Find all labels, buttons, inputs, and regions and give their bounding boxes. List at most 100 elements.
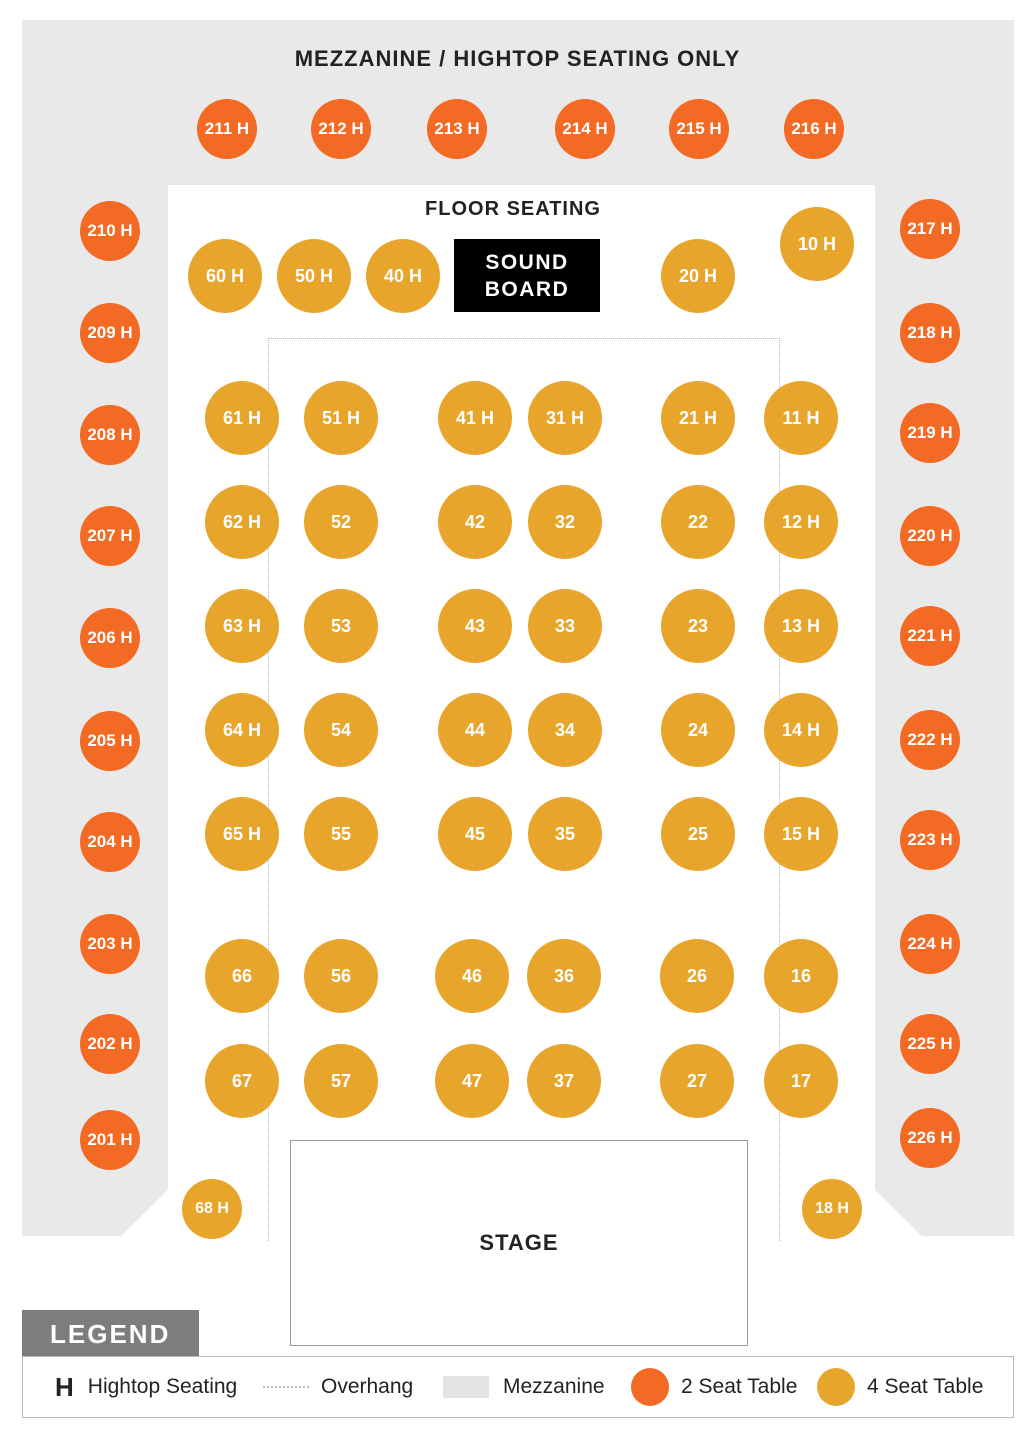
hightop-label: Hightop Seating — [87, 1375, 238, 1398]
table-221[interactable]: 221 H — [900, 606, 960, 666]
two-seat-label: 2 Seat Table — [681, 1375, 798, 1398]
table-31[interactable]: 31 H — [528, 381, 602, 455]
table-24[interactable]: 24 — [661, 693, 735, 767]
table-206[interactable]: 206 H — [80, 608, 140, 668]
table-41[interactable]: 41 H — [438, 381, 512, 455]
table-21[interactable]: 21 H — [661, 381, 735, 455]
table-61[interactable]: 61 H — [205, 381, 279, 455]
table-220[interactable]: 220 H — [900, 506, 960, 566]
table-20[interactable]: 20 H — [661, 239, 735, 313]
table-55[interactable]: 55 — [304, 797, 378, 871]
table-218[interactable]: 218 H — [900, 303, 960, 363]
table-202[interactable]: 202 H — [80, 1014, 140, 1074]
right-corner — [875, 1190, 923, 1237]
table-63[interactable]: 63 H — [205, 589, 279, 663]
table-67[interactable]: 67 — [205, 1044, 279, 1118]
table-33[interactable]: 33 — [528, 589, 602, 663]
table-17[interactable]: 17 — [764, 1044, 838, 1118]
legend-overhang: Overhang — [263, 1357, 413, 1417]
two-seat-swatch — [631, 1368, 669, 1406]
table-37[interactable]: 37 — [527, 1044, 601, 1118]
table-57[interactable]: 57 — [304, 1044, 378, 1118]
sound-board: SOUND BOARD — [454, 239, 600, 312]
overhang-outline — [268, 338, 780, 1241]
table-18[interactable]: 18 H — [802, 1179, 862, 1239]
table-53[interactable]: 53 — [304, 589, 378, 663]
mezzanine-label: Mezzanine — [503, 1375, 605, 1398]
legend-four-seat: 4 Seat Table — [817, 1357, 983, 1417]
table-212[interactable]: 212 H — [311, 99, 371, 159]
table-14[interactable]: 14 H — [764, 693, 838, 767]
table-223[interactable]: 223 H — [900, 810, 960, 870]
legend-title: LEGEND — [22, 1310, 199, 1358]
table-32[interactable]: 32 — [528, 485, 602, 559]
table-211[interactable]: 211 H — [197, 99, 257, 159]
table-217[interactable]: 217 H — [900, 199, 960, 259]
table-60[interactable]: 60 H — [188, 239, 262, 313]
table-215[interactable]: 215 H — [669, 99, 729, 159]
table-36[interactable]: 36 — [527, 939, 601, 1013]
table-222[interactable]: 222 H — [900, 710, 960, 770]
table-213[interactable]: 213 H — [427, 99, 487, 159]
table-65[interactable]: 65 H — [205, 797, 279, 871]
table-210[interactable]: 210 H — [80, 201, 140, 261]
overhang-swatch — [263, 1386, 309, 1388]
table-27[interactable]: 27 — [660, 1044, 734, 1118]
table-12[interactable]: 12 H — [764, 485, 838, 559]
table-15[interactable]: 15 H — [764, 797, 838, 871]
sound-board-line1: SOUND — [485, 250, 569, 274]
table-22[interactable]: 22 — [661, 485, 735, 559]
table-40[interactable]: 40 H — [366, 239, 440, 313]
legend-two-seat: 2 Seat Table — [631, 1357, 797, 1417]
table-47[interactable]: 47 — [435, 1044, 509, 1118]
table-54[interactable]: 54 — [304, 693, 378, 767]
table-13[interactable]: 13 H — [764, 589, 838, 663]
table-42[interactable]: 42 — [438, 485, 512, 559]
table-204[interactable]: 204 H — [80, 812, 140, 872]
table-68[interactable]: 68 H — [182, 1179, 242, 1239]
table-207[interactable]: 207 H — [80, 506, 140, 566]
table-35[interactable]: 35 — [528, 797, 602, 871]
table-51[interactable]: 51 H — [304, 381, 378, 455]
mezzanine-heading: MEZZANINE / HIGHTOP SEATING ONLY — [294, 46, 741, 71]
table-205[interactable]: 205 H — [80, 711, 140, 771]
table-45[interactable]: 45 — [438, 797, 512, 871]
table-66[interactable]: 66 — [205, 939, 279, 1013]
legend: H Hightop Seating Overhang Mezzanine 2 S… — [22, 1356, 1014, 1418]
hightop-symbol: H — [55, 1371, 74, 1402]
table-46[interactable]: 46 — [435, 939, 509, 1013]
table-64[interactable]: 64 H — [205, 693, 279, 767]
table-44[interactable]: 44 — [438, 693, 512, 767]
stage: STAGE — [290, 1140, 748, 1346]
table-219[interactable]: 219 H — [900, 403, 960, 463]
table-56[interactable]: 56 — [304, 939, 378, 1013]
table-16[interactable]: 16 — [764, 939, 838, 1013]
overhang-label: Overhang — [321, 1375, 414, 1398]
table-34[interactable]: 34 — [528, 693, 602, 767]
table-25[interactable]: 25 — [661, 797, 735, 871]
legend-hightop: H Hightop Seating — [55, 1357, 237, 1417]
table-203[interactable]: 203 H — [80, 914, 140, 974]
table-216[interactable]: 216 H — [784, 99, 844, 159]
table-52[interactable]: 52 — [304, 485, 378, 559]
table-226[interactable]: 226 H — [900, 1108, 960, 1168]
table-26[interactable]: 26 — [660, 939, 734, 1013]
table-43[interactable]: 43 — [438, 589, 512, 663]
table-225[interactable]: 225 H — [900, 1014, 960, 1074]
table-10[interactable]: 10 H — [780, 207, 854, 281]
four-seat-swatch — [817, 1368, 855, 1406]
table-214[interactable]: 214 H — [555, 99, 615, 159]
table-224[interactable]: 224 H — [900, 914, 960, 974]
table-208[interactable]: 208 H — [80, 405, 140, 465]
table-209[interactable]: 209 H — [80, 303, 140, 363]
floor-area — [168, 185, 875, 1245]
table-11[interactable]: 11 H — [764, 381, 838, 455]
left-corner — [120, 1190, 168, 1237]
table-50[interactable]: 50 H — [277, 239, 351, 313]
sound-board-line2: BOARD — [484, 277, 570, 301]
table-201[interactable]: 201 H — [80, 1110, 140, 1170]
table-62[interactable]: 62 H — [205, 485, 279, 559]
table-23[interactable]: 23 — [661, 589, 735, 663]
